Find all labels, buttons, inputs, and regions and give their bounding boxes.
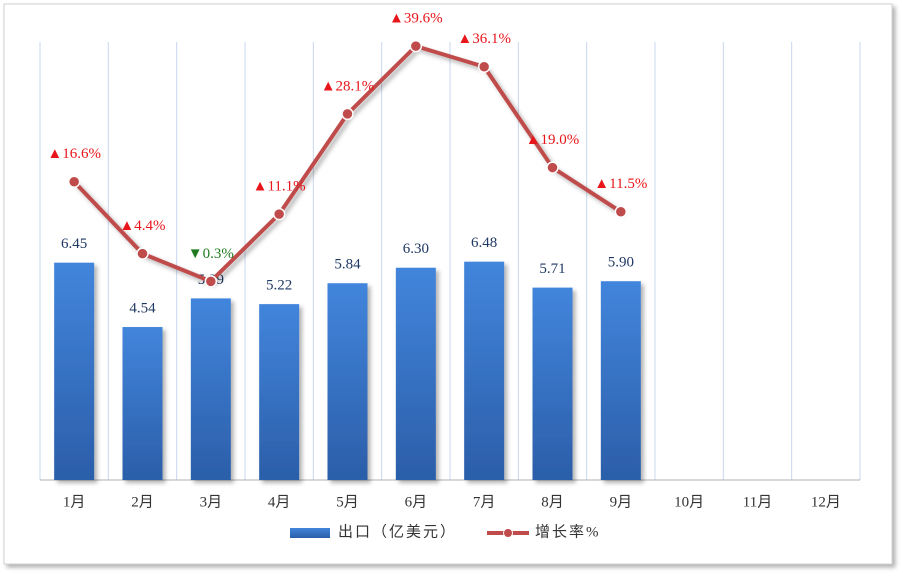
bar <box>600 281 641 480</box>
line-label: ▲11.5% <box>594 176 647 192</box>
bar-label: 5.90 <box>608 255 634 271</box>
x-tick-label: 2月 <box>131 494 154 510</box>
bar <box>532 287 573 480</box>
bar <box>327 283 368 480</box>
line-label: ▲36.1% <box>457 31 511 47</box>
line-point <box>136 247 149 260</box>
line-point <box>546 161 559 174</box>
bar-label: 6.30 <box>403 241 429 257</box>
line-label: ▲19.0% <box>526 132 580 148</box>
x-tick-label: 7月 <box>473 494 496 510</box>
legend-swatch <box>503 528 514 538</box>
line-point <box>272 207 286 221</box>
x-tick-label: 10月 <box>674 494 704 510</box>
line-label: ▼0.3% <box>188 246 234 262</box>
bar <box>464 261 505 480</box>
x-tick-label: 9月 <box>610 494 633 510</box>
bar <box>190 298 231 480</box>
bar-label: 4.54 <box>129 300 156 316</box>
line-point <box>614 205 628 219</box>
bar <box>122 327 163 480</box>
x-tick-label: 11月 <box>743 494 772 510</box>
legend-swatch <box>290 528 330 538</box>
line-label: ▲28.1% <box>321 78 375 94</box>
x-tick-label: 6月 <box>405 494 428 510</box>
bar <box>259 304 300 480</box>
bar-label: 5.84 <box>334 257 361 273</box>
line-label: ▲4.4% <box>119 218 165 234</box>
x-tick-label: 1月 <box>63 494 86 510</box>
line-point <box>409 39 423 53</box>
x-tick-label: 12月 <box>811 494 841 510</box>
bar <box>395 267 436 480</box>
x-tick-label: 5月 <box>336 494 359 510</box>
legend-label: 出口（亿美元） <box>338 523 457 540</box>
bar-label: 6.45 <box>61 236 87 252</box>
bar-label: 6.48 <box>471 235 497 251</box>
bar-label: 5.71 <box>539 261 565 277</box>
legend-label: 增长率% <box>535 523 601 540</box>
line-point <box>204 275 218 288</box>
line-point <box>67 175 81 188</box>
line-label: ▲39.6% <box>389 11 443 27</box>
x-tick-label: 3月 <box>200 494 223 510</box>
bar <box>54 262 95 480</box>
line-point <box>477 60 491 74</box>
line-label: ▲11.1% <box>253 179 306 195</box>
bar-label: 5.22 <box>266 278 292 294</box>
line-label: ▲16.6% <box>47 146 101 162</box>
line-point <box>341 107 354 121</box>
x-tick-label: 4月 <box>268 494 291 510</box>
x-tick-label: 8月 <box>541 494 564 510</box>
